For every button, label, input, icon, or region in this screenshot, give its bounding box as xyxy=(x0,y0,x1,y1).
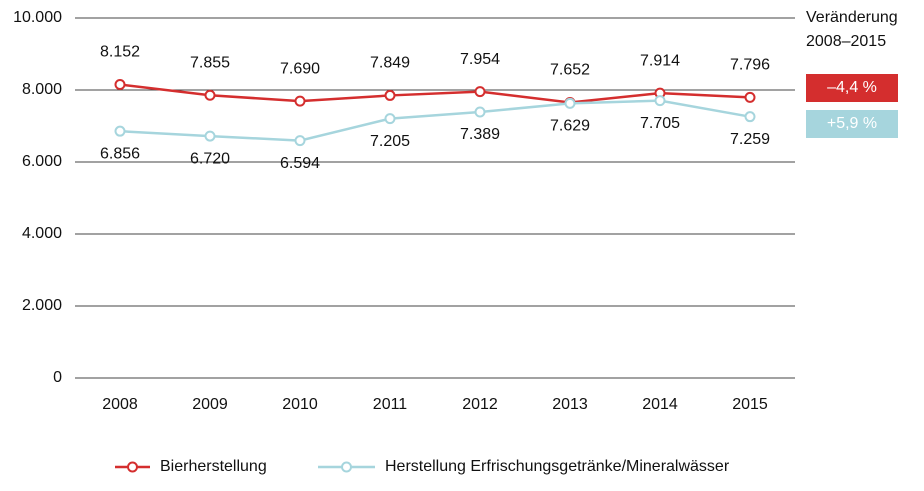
legend-marker xyxy=(127,461,138,473)
series-line xyxy=(119,83,751,104)
change-label: –4,4 % xyxy=(827,79,877,96)
point xyxy=(204,130,216,142)
data-label: 7.690 xyxy=(280,60,320,77)
point xyxy=(384,113,396,125)
data-label: 6.856 xyxy=(100,145,140,162)
y-tick-label: 2.000 xyxy=(22,297,62,314)
data-label: 7.914 xyxy=(640,52,680,69)
data-label: 7.652 xyxy=(550,62,590,79)
x-tick-label: 2011 xyxy=(373,396,408,413)
point xyxy=(654,95,666,107)
change-title: Veränderung xyxy=(806,9,898,26)
x-tick-label: 2012 xyxy=(462,396,498,413)
series-line xyxy=(119,99,751,142)
legend-label: Herstellung Erfrischungsgetränke/Mineral… xyxy=(385,458,730,475)
x-tick-label: 2013 xyxy=(552,396,588,413)
data-label: 6.594 xyxy=(280,155,320,172)
point xyxy=(384,89,396,101)
data-label: 7.849 xyxy=(370,55,410,72)
y-tick-label: 0 xyxy=(53,369,62,386)
x-tick-label: 2008 xyxy=(102,396,138,413)
y-tick-label: 6.000 xyxy=(22,153,62,170)
point xyxy=(114,125,126,137)
point xyxy=(564,97,576,109)
legend-label: Bierherstellung xyxy=(160,458,267,475)
point xyxy=(474,86,486,98)
point xyxy=(744,111,756,123)
point xyxy=(474,106,486,118)
y-tick-label: 4.000 xyxy=(22,225,62,242)
data-label: 7.389 xyxy=(460,126,500,143)
data-label: 7.705 xyxy=(640,115,680,132)
change-badge xyxy=(806,74,898,102)
change-title: 2008–2015 xyxy=(806,33,886,50)
data-label: 7.855 xyxy=(190,54,230,71)
data-label: 6.720 xyxy=(190,150,230,167)
y-tick-label: 8.000 xyxy=(22,81,62,98)
point xyxy=(294,135,306,147)
point xyxy=(744,91,756,103)
x-tick-label: 2009 xyxy=(192,396,228,413)
point xyxy=(114,79,126,91)
data-label: 7.205 xyxy=(370,133,410,150)
change-label: +5,9 % xyxy=(827,115,877,132)
data-label: 7.954 xyxy=(460,51,500,68)
y-tick-label: 10.000 xyxy=(13,9,62,26)
data-label: 7.259 xyxy=(730,131,770,148)
x-tick-label: 2015 xyxy=(732,396,768,413)
x-tick-label: 2010 xyxy=(282,396,318,413)
change-badge xyxy=(806,110,898,138)
data-label: 7.629 xyxy=(550,118,590,135)
data-label: 8.152 xyxy=(100,44,140,61)
x-tick-label: 2014 xyxy=(642,396,678,413)
data-label: 7.796 xyxy=(730,57,770,74)
legend-marker xyxy=(341,461,352,473)
point xyxy=(294,95,306,107)
point xyxy=(204,89,216,101)
